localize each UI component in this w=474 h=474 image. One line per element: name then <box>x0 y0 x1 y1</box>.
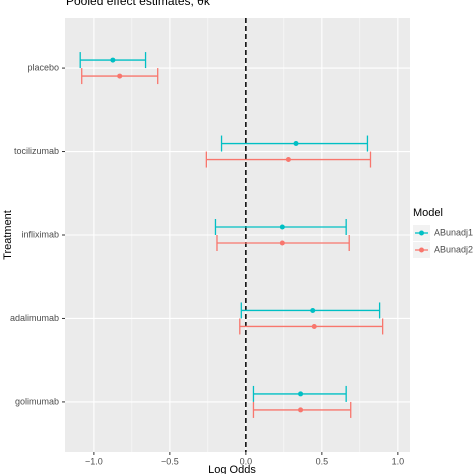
x-axis-label: Log Odds <box>208 464 256 474</box>
point <box>310 307 316 313</box>
point <box>311 323 317 329</box>
legend-label: ABunadj1 <box>434 227 473 237</box>
y-tick-label: placebo <box>27 62 59 72</box>
point <box>298 407 304 413</box>
x-tick-label: 1.0 <box>392 456 405 466</box>
point <box>279 240 285 246</box>
x-tick-label: 0.5 <box>316 456 329 466</box>
y-tick-label: golimumab <box>15 396 59 406</box>
chart-title: Pooled effect estimates, θk <box>66 0 211 8</box>
legend-swatch-point <box>419 230 424 236</box>
point <box>110 57 116 63</box>
y-tick-label: adalimumab <box>10 313 59 323</box>
legend-label: ABunadj2 <box>434 244 473 254</box>
point <box>298 391 304 397</box>
point <box>285 157 291 163</box>
x-tick-label: −1.0 <box>85 456 103 466</box>
point <box>293 141 299 147</box>
y-tick-label: tocilizumab <box>14 146 59 156</box>
y-axis-label: Treatment <box>2 210 14 260</box>
point <box>279 224 285 230</box>
x-tick-label: −0.5 <box>161 456 179 466</box>
y-tick-label: infliximab <box>21 229 59 239</box>
legend-swatch-point <box>419 247 424 253</box>
legend-title: Model <box>413 207 443 219</box>
point <box>117 73 123 79</box>
x-tick-label: 0.0 <box>240 456 253 466</box>
